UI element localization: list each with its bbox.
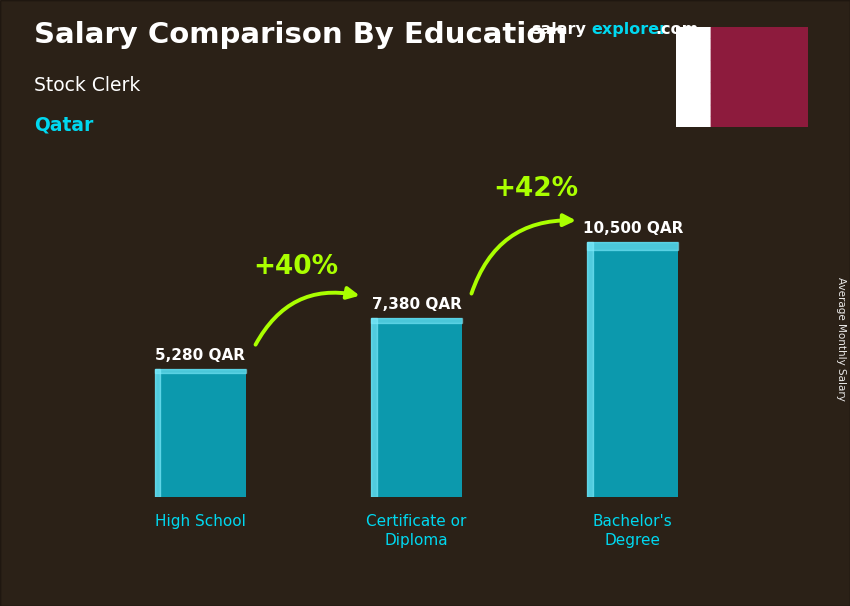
Text: salary: salary (531, 22, 586, 38)
Bar (587, 242, 593, 497)
Polygon shape (711, 27, 726, 38)
Bar (676, 27, 711, 127)
Text: Salary Comparison By Education: Salary Comparison By Education (34, 21, 567, 49)
Polygon shape (711, 61, 726, 72)
Polygon shape (711, 94, 726, 105)
Polygon shape (711, 50, 726, 61)
Bar (155, 369, 160, 497)
Text: .com: .com (655, 22, 699, 38)
Bar (155, 369, 246, 497)
Polygon shape (711, 72, 726, 83)
Bar (371, 318, 462, 497)
Text: 5,280 QAR: 5,280 QAR (156, 348, 245, 363)
Bar (155, 369, 246, 373)
Bar (371, 318, 462, 324)
Polygon shape (711, 38, 726, 50)
Text: 10,500 QAR: 10,500 QAR (583, 221, 683, 236)
Text: Stock Clerk: Stock Clerk (34, 76, 140, 95)
Text: Average Monthly Salary: Average Monthly Salary (836, 278, 846, 401)
Text: +40%: +40% (252, 254, 338, 280)
Bar (587, 242, 678, 497)
Text: Qatar: Qatar (34, 115, 94, 134)
Text: 7,380 QAR: 7,380 QAR (371, 297, 462, 312)
Bar (371, 318, 377, 497)
Bar (587, 242, 678, 250)
Text: +42%: +42% (493, 176, 578, 202)
Polygon shape (711, 116, 726, 127)
Text: explorer: explorer (592, 22, 668, 38)
Polygon shape (711, 83, 726, 94)
Polygon shape (711, 105, 726, 116)
